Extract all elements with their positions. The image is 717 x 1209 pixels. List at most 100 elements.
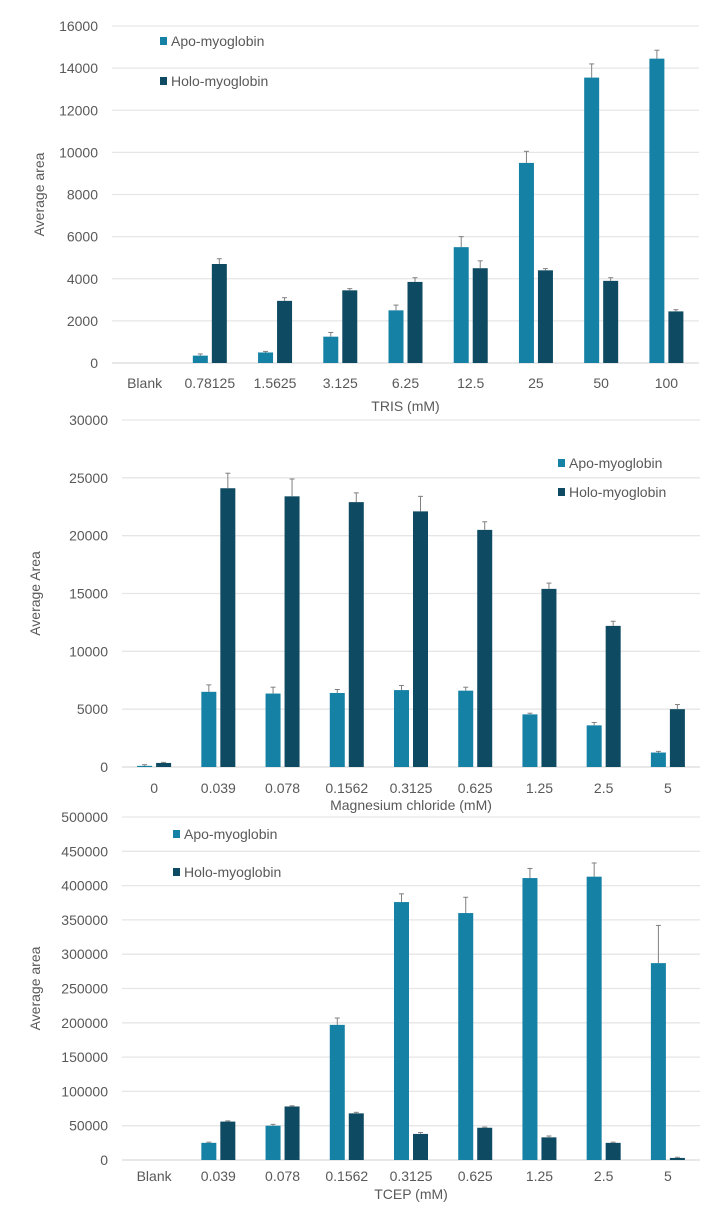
y-tick-label: 20000 xyxy=(69,528,108,544)
x-axis-title: TCEP (mM) xyxy=(374,1186,448,1202)
bar-apo xyxy=(522,878,538,1160)
x-tick-label: 12.5 xyxy=(457,375,484,391)
x-tick-label: 0.039 xyxy=(201,1168,236,1184)
y-tick-label: 450000 xyxy=(61,843,108,859)
y-tick-label: 0 xyxy=(100,1152,108,1168)
y-tick-label: 25000 xyxy=(69,470,108,486)
legend: Apo-myoglobin Holo-myoglobin xyxy=(160,33,268,89)
y-tick-label: 0 xyxy=(90,355,98,371)
legend-swatch-holo xyxy=(160,77,167,85)
x-tick-label: 0.039 xyxy=(201,780,236,796)
bar-holo xyxy=(284,1106,300,1160)
x-tick-label: 5 xyxy=(664,780,672,796)
x-tick-label: 1.25 xyxy=(526,780,553,796)
legend-label: Holo-myoglobin xyxy=(171,73,268,89)
bar-apo xyxy=(137,765,153,767)
legend-label: Apo-myoglobin xyxy=(569,455,662,471)
bar-holo xyxy=(348,502,364,767)
x-tick-label: 0.1562 xyxy=(325,780,368,796)
x-tick-label: 0 xyxy=(150,780,158,796)
x-tick-label: 0.625 xyxy=(458,1168,493,1184)
y-tick-label: 50000 xyxy=(69,1118,108,1134)
bar-holo xyxy=(413,511,428,767)
legend: Apo-myoglobin Holo-myoglobin xyxy=(558,455,666,500)
x-tick-label: 2.5 xyxy=(594,780,614,796)
x-tick-label: 0.1562 xyxy=(325,1168,368,1184)
legend-swatch-holo xyxy=(558,488,565,496)
x-tick-label: 0.3125 xyxy=(390,780,433,796)
y-tick-label: 6000 xyxy=(67,229,98,245)
x-tick-label: 2.5 xyxy=(594,1168,614,1184)
bar-apo xyxy=(584,77,600,364)
y-tick-label: 100000 xyxy=(61,1083,108,1099)
bar-apo xyxy=(201,1142,217,1160)
bar-holo xyxy=(413,1133,428,1160)
x-tick-label: 3.125 xyxy=(323,375,358,391)
bar-holo xyxy=(348,1113,364,1160)
bar-holo xyxy=(669,709,685,767)
legend-label: Holo-myoglobin xyxy=(569,484,666,500)
y-tick-label: 10000 xyxy=(59,144,98,160)
legend-swatch-apo xyxy=(160,37,167,45)
x-tick-label: Blank xyxy=(127,375,163,391)
y-axis-title: Average Area xyxy=(27,551,43,636)
x-axis-title: Magnesium chloride (mM) xyxy=(330,797,492,813)
bar-apo xyxy=(650,963,666,1160)
x-tick-label: 5 xyxy=(664,1168,672,1184)
bar-apo xyxy=(265,693,281,767)
bar-apo xyxy=(258,352,274,363)
x-tick-label: 0.625 xyxy=(458,780,493,796)
bar-apo xyxy=(201,691,217,767)
bar-holo xyxy=(668,311,684,363)
chart-3: 0 50000 100000 150000 200000 250000 300000 3500… xyxy=(27,809,700,1202)
x-tick-label: 0.078 xyxy=(265,1168,300,1184)
bar-holo xyxy=(407,281,423,363)
bar-holo xyxy=(477,1127,493,1160)
bar-apo xyxy=(453,247,469,363)
bar-apo xyxy=(329,1024,345,1160)
bar-apo xyxy=(650,752,666,767)
x-axis-title: TRIS (mM) xyxy=(371,398,439,414)
y-tick-label: 5000 xyxy=(77,701,108,717)
y-tick-label: 14000 xyxy=(59,60,98,76)
x-tick-label: 6.25 xyxy=(392,375,419,391)
bar-apo xyxy=(329,692,345,767)
legend-swatch-apo xyxy=(558,459,565,467)
bar-holo xyxy=(603,280,619,363)
bar-apo xyxy=(458,913,474,1160)
x-tick-label: Blank xyxy=(137,1168,173,1184)
y-tick-label: 8000 xyxy=(67,187,98,203)
y-tick-label: 300000 xyxy=(61,946,108,962)
y-tick-label: 350000 xyxy=(61,912,108,928)
x-tick-label: 0.78125 xyxy=(185,375,236,391)
y-tick-label: 400000 xyxy=(61,878,108,894)
bar-apo xyxy=(388,310,404,363)
bar-holo xyxy=(605,1142,621,1160)
bar-apo xyxy=(394,690,409,767)
y-tick-label: 250000 xyxy=(61,981,108,997)
bar-apo xyxy=(323,336,339,363)
y-tick-label: 15000 xyxy=(69,586,108,602)
x-tick-label: 1.25 xyxy=(526,1168,553,1184)
bar-holo xyxy=(220,1121,236,1160)
x-tick-label: 0.078 xyxy=(265,780,300,796)
y-tick-label: 500000 xyxy=(61,809,108,825)
x-tick-label: 100 xyxy=(655,375,679,391)
legend-swatch-holo xyxy=(173,868,180,876)
y-tick-label: 2000 xyxy=(67,313,98,329)
bar-holo xyxy=(605,625,621,767)
chart-1: 0 2000 4000 6000 8000 10000 12000 14000 16000 Bla… xyxy=(31,18,699,414)
bar-holo xyxy=(472,268,488,363)
bar-holo xyxy=(211,264,227,363)
x-tick-label: 50 xyxy=(593,375,609,391)
bar-apo xyxy=(586,876,602,1160)
legend-swatch-apo xyxy=(173,830,180,838)
x-tick-label: 0.3125 xyxy=(390,1168,433,1184)
chart-2: 0 5000 10000 15000 20000 25000 30000 0 0.039 0.07… xyxy=(27,412,700,813)
bar-holo xyxy=(277,300,293,363)
legend-label: Holo-myoglobin xyxy=(184,864,281,880)
bar-holo xyxy=(669,1157,685,1160)
bar-apo xyxy=(458,690,474,767)
legend-label: Apo-myoglobin xyxy=(184,826,277,842)
